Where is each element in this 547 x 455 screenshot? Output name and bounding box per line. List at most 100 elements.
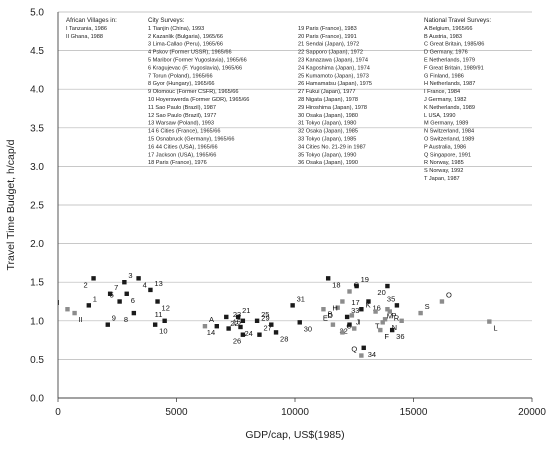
data-point bbox=[117, 299, 122, 304]
legend-item: 17 Jackson (USA), 1965/66 bbox=[148, 152, 216, 158]
point-label: 13 bbox=[154, 279, 162, 288]
point-label: 7 bbox=[114, 283, 118, 292]
legend-item: S Norway, 1992 bbox=[424, 168, 463, 174]
legend-item: L USA, 1990 bbox=[424, 113, 456, 119]
point-label: 29 bbox=[261, 314, 269, 323]
data-point bbox=[254, 318, 260, 323]
legend-item: 5 Maribor (Former Yugoslavia), 1965/66 bbox=[148, 58, 247, 64]
legend-item: H Netherlands, 1987 bbox=[424, 81, 475, 87]
legend-item: 28 Nigata (Japan), 1978 bbox=[298, 97, 358, 103]
legend-item: T Japan, 1987 bbox=[424, 176, 460, 182]
data-point bbox=[385, 283, 390, 289]
point-layer: III1234567891011121314151617181920212223… bbox=[57, 271, 497, 359]
data-point bbox=[380, 320, 385, 325]
point-label: M bbox=[387, 311, 393, 320]
data-point bbox=[148, 287, 153, 293]
legend-item: C Great Britain, 1985/86 bbox=[424, 42, 484, 48]
y-tick-label: 3.0 bbox=[30, 162, 44, 173]
point-label: 22 bbox=[230, 319, 238, 328]
y-tick-label: 2.0 bbox=[30, 239, 44, 250]
data-point bbox=[290, 303, 295, 308]
x-axis-title: GDP/cap, US$(1985) bbox=[245, 429, 344, 441]
data-point bbox=[335, 305, 340, 310]
x-tick-label: 10000 bbox=[281, 407, 309, 418]
x-tick-label: 5000 bbox=[165, 407, 188, 418]
point-label: A bbox=[209, 315, 214, 324]
grid-layer bbox=[58, 11, 532, 399]
legend-item: 8 Gyor (Hungary), 1965/66 bbox=[148, 81, 215, 87]
legend-title: National Travel Surveys: bbox=[424, 17, 491, 24]
data-point bbox=[340, 299, 345, 304]
legend-item: O Switzerland, 1989 bbox=[424, 137, 474, 143]
legend-item: K Netherlands, 1989 bbox=[424, 105, 475, 111]
data-point bbox=[257, 332, 262, 337]
legend-item: E Netherlands, 1979 bbox=[424, 58, 475, 64]
legend-item: II Ghana, 1988 bbox=[66, 34, 103, 40]
point-label: I bbox=[57, 298, 59, 307]
point-label: 11 bbox=[155, 310, 163, 319]
legend-item: B Austria, 1983 bbox=[424, 34, 462, 40]
legend-item: 22 Sapporo (Japan), 1972 bbox=[298, 50, 363, 56]
data-point bbox=[439, 299, 445, 304]
y-tick-label: 5.0 bbox=[30, 8, 44, 19]
data-point bbox=[273, 330, 279, 335]
legend-item: 2 Kazanlik (Bulgaria), 1965/66 bbox=[148, 34, 223, 40]
data-point bbox=[354, 283, 359, 289]
data-point bbox=[105, 322, 110, 327]
point-label: 31 bbox=[297, 294, 305, 303]
point-label: 17 bbox=[351, 298, 359, 307]
x-tick-label: 20000 bbox=[518, 407, 546, 418]
legend-item: 7 Torun (Poland), 1965/66 bbox=[148, 73, 213, 79]
legend-item: A Belgium, 1965/66 bbox=[424, 26, 473, 32]
point-label: N bbox=[392, 323, 397, 332]
legend-item: 3 Lima-Callao (Peru), 1965/66 bbox=[148, 42, 223, 48]
legend-item: 15 Osnabruck (Germany), 1965/66 bbox=[148, 137, 234, 143]
point-label: 23 bbox=[233, 310, 241, 319]
data-point bbox=[240, 318, 246, 323]
data-point bbox=[226, 326, 231, 331]
legend-title: African Villages in: bbox=[66, 17, 117, 24]
data-point bbox=[72, 310, 77, 316]
y-tick-label: 4.0 bbox=[30, 85, 44, 96]
data-point bbox=[214, 324, 219, 329]
data-point bbox=[418, 310, 423, 316]
data-point bbox=[347, 322, 352, 327]
legend-item: 13 Warsaw (Poland), 1993 bbox=[148, 121, 214, 127]
x-tick-label: 15000 bbox=[400, 407, 428, 418]
data-point bbox=[340, 330, 345, 335]
data-point bbox=[162, 318, 167, 323]
point-label: J bbox=[356, 317, 360, 326]
legend-item: 24 Kagoshima (Japan), 1974 bbox=[298, 65, 370, 71]
legend-item: 34 Cities No. 21-29 in 1987 bbox=[298, 144, 366, 150]
point-label: R bbox=[394, 314, 400, 323]
point-label: 15 bbox=[233, 318, 241, 327]
legend-item: 19 Paris (France), 1983 bbox=[298, 26, 357, 32]
legend-item: 1 Tianjin (China), 1993 bbox=[148, 26, 204, 32]
point-label: 8 bbox=[124, 315, 128, 324]
legend-item: 31 Tokyo (Japan), 1980 bbox=[298, 121, 356, 127]
y-tick-label: 1.0 bbox=[30, 316, 44, 327]
legend-item: R Norway, 1985 bbox=[424, 160, 464, 166]
data-point bbox=[297, 320, 302, 325]
legend-item: M Germany, 1989 bbox=[424, 121, 468, 127]
point-label: O bbox=[446, 291, 452, 300]
legend-item: D Germany, 1976 bbox=[424, 50, 468, 56]
legend-item: 10 Hoyerswerda (Former GDR), 1965/66 bbox=[148, 97, 249, 103]
legend-item: N Switzerland, 1984 bbox=[424, 129, 474, 135]
legend-item: 18 Paris (France), 1976 bbox=[148, 160, 207, 166]
legend-item: 30 Osaka (Japan), 1980 bbox=[298, 113, 358, 119]
point-label: B bbox=[328, 310, 333, 319]
data-point bbox=[202, 324, 208, 329]
point-label: 3 bbox=[128, 271, 132, 280]
legend-layer: African Villages in: I Tanzania, 1986 II G… bbox=[66, 17, 491, 182]
data-point bbox=[359, 353, 364, 358]
point-label: 27 bbox=[263, 324, 271, 333]
point-label: C bbox=[346, 321, 352, 330]
point-label: 36 bbox=[396, 332, 404, 341]
point-label: 1 bbox=[93, 294, 97, 303]
data-point bbox=[366, 299, 371, 304]
point-label: 12 bbox=[162, 304, 170, 313]
data-point bbox=[389, 327, 395, 333]
legend-item: 33 Tokyo (Japan), 1985 bbox=[298, 137, 356, 143]
